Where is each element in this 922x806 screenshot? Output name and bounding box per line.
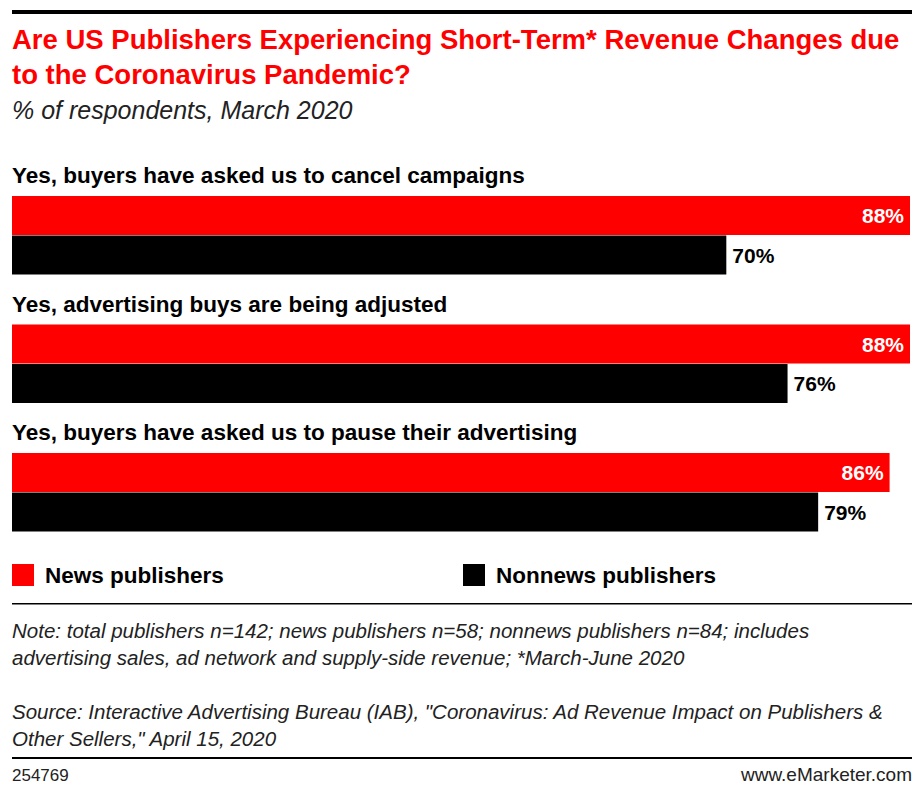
- legend-label: Nonnews publishers: [496, 563, 716, 588]
- data-label: 79%: [824, 501, 866, 524]
- bar: [12, 453, 890, 492]
- bars: [12, 196, 910, 532]
- category-label: Yes, advertising buys are being adjusted: [12, 292, 447, 317]
- title: Are US Publishers Experiencing Short-Ter…: [12, 22, 917, 92]
- note-rule: [12, 603, 912, 605]
- bar: [12, 236, 726, 275]
- top-rule: [12, 10, 912, 14]
- data-label: 88%: [862, 333, 904, 356]
- credit: www.eMarketer.com: [741, 764, 912, 786]
- data-labels: 88% 88% 86% 70% 76% 79%: [732, 204, 904, 524]
- chart-page: Yes, buyers have asked us to cancel camp…: [0, 0, 922, 806]
- category-label: Yes, buyers have asked us to cancel camp…: [12, 163, 525, 188]
- bar: [12, 493, 818, 532]
- legend-swatch: [12, 564, 34, 586]
- bar: [12, 364, 788, 403]
- chart-id: 254769: [12, 766, 69, 786]
- data-label: 70%: [732, 244, 774, 267]
- bar: [12, 325, 910, 364]
- category-label: Yes, buyers have asked us to pause their…: [12, 420, 577, 445]
- subtitle: % of respondents, March 2020: [12, 96, 352, 125]
- bar: [12, 196, 910, 235]
- legend-label: News publishers: [45, 563, 224, 588]
- data-label: 86%: [842, 461, 884, 484]
- source: Source: Interactive Advertising Bureau (…: [12, 698, 912, 752]
- bottom-rule: [12, 757, 912, 759]
- data-label: 88%: [862, 204, 904, 227]
- legend: News publishers Nonnews publishers: [12, 563, 716, 588]
- legend-swatch: [463, 564, 485, 586]
- data-label: 76%: [794, 372, 836, 395]
- note: Note: total publishers n=142; news publi…: [12, 617, 912, 671]
